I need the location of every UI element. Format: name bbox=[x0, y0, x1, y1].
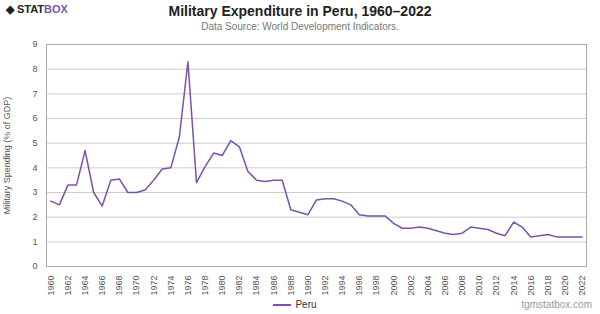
svg-text:1994: 1994 bbox=[337, 276, 347, 296]
svg-text:2022: 2022 bbox=[577, 276, 587, 296]
svg-text:1966: 1966 bbox=[97, 276, 107, 296]
svg-text:6: 6 bbox=[32, 113, 37, 123]
svg-text:1964: 1964 bbox=[80, 276, 90, 296]
svg-text:1986: 1986 bbox=[269, 276, 279, 296]
html-text:Peru: Peru bbox=[295, 299, 317, 310]
svg-text:1968: 1968 bbox=[114, 276, 124, 296]
svg-text:5: 5 bbox=[32, 138, 37, 148]
svg-text:2012: 2012 bbox=[491, 276, 501, 296]
svg-text:1960: 1960 bbox=[46, 276, 56, 296]
svg-text:2004: 2004 bbox=[423, 276, 433, 296]
svg-text:2018: 2018 bbox=[543, 276, 553, 296]
svg-text:2002: 2002 bbox=[406, 276, 416, 296]
svg-text:1978: 1978 bbox=[200, 276, 210, 296]
svg-text:2: 2 bbox=[32, 212, 37, 222]
html-text:tgmstatbox.com: tgmstatbox.com bbox=[521, 299, 592, 310]
svg-text:1976: 1976 bbox=[183, 276, 193, 296]
svg-text:4: 4 bbox=[32, 163, 37, 173]
svg-text:1974: 1974 bbox=[166, 276, 176, 296]
svg-text:1972: 1972 bbox=[149, 276, 159, 296]
svg-text:2020: 2020 bbox=[560, 276, 570, 296]
svg-text:3: 3 bbox=[32, 187, 37, 197]
svg-text:2014: 2014 bbox=[509, 276, 519, 296]
html-text:◆ STAT BOX: ◆ STAT BOX bbox=[6, 3, 68, 15]
svg-text:1992: 1992 bbox=[320, 276, 330, 296]
svg-text:1996: 1996 bbox=[354, 276, 364, 296]
svg-text:Military Spending (% of GDP): Military Spending (% of GDP) bbox=[2, 97, 12, 215]
svg-text:1988: 1988 bbox=[286, 276, 296, 296]
svg-text:1970: 1970 bbox=[131, 276, 141, 296]
svg-text:2008: 2008 bbox=[457, 276, 467, 296]
svg-text:1980: 1980 bbox=[217, 276, 227, 296]
svg-text:2000: 2000 bbox=[389, 276, 399, 296]
svg-text:2016: 2016 bbox=[526, 276, 536, 296]
svg-text:0: 0 bbox=[32, 261, 37, 271]
svg-text:9: 9 bbox=[32, 39, 37, 49]
svg-text:1982: 1982 bbox=[234, 276, 244, 296]
svg-text:7: 7 bbox=[32, 89, 37, 99]
svg-text:1962: 1962 bbox=[63, 276, 73, 296]
html-text:Military Expenditure in Peru,: Military Expenditure in Peru, 1960–2022 bbox=[168, 3, 432, 19]
svg-text:2010: 2010 bbox=[474, 276, 484, 296]
svg-text:1984: 1984 bbox=[251, 276, 261, 296]
svg-text:2006: 2006 bbox=[440, 276, 450, 296]
svg-text:8: 8 bbox=[32, 64, 37, 74]
svg-text:1: 1 bbox=[32, 237, 37, 247]
svg-text:1998: 1998 bbox=[371, 276, 381, 296]
svg-text:1990: 1990 bbox=[303, 276, 313, 296]
html-text:Data Source: World Development: Data Source: World Development Indicator… bbox=[201, 21, 399, 32]
